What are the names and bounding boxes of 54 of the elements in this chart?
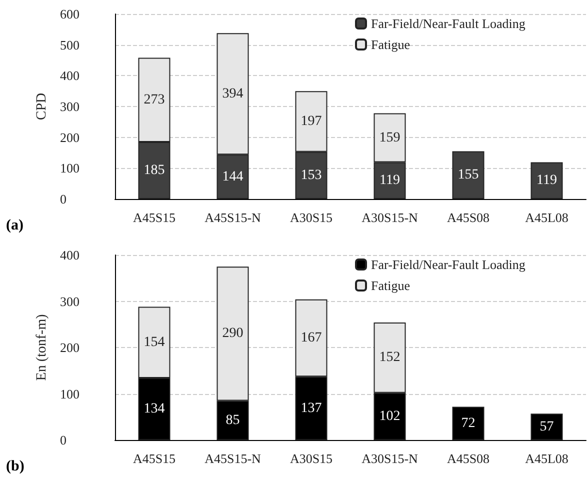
- data-label: 102: [379, 408, 400, 424]
- data-label: 394: [222, 86, 244, 102]
- y-tick-label: 400: [60, 68, 80, 84]
- data-label: 185: [144, 162, 165, 178]
- data-label: 57: [540, 419, 554, 434]
- y-axis-title: En (tonf-m): [34, 314, 50, 381]
- data-label: 119: [380, 173, 400, 188]
- x-tick-label: A45S15-N: [204, 451, 262, 466]
- data-label: 72: [461, 416, 476, 431]
- y-tick-label: 300: [60, 99, 80, 114]
- bar: [452, 151, 484, 199]
- y-tick-label: 400: [60, 248, 80, 262]
- text: (b): [6, 458, 24, 474]
- x-tick-label: A30S15: [290, 210, 333, 225]
- x-tick-label: A30S15-N: [362, 451, 419, 466]
- x-tick-label: A45L08: [525, 210, 568, 225]
- bar: [530, 162, 563, 199]
- data-label: 152: [379, 350, 400, 366]
- data-label: 85: [226, 412, 240, 428]
- legend-label: Fatigue: [371, 37, 410, 52]
- y-tick-label: 300: [60, 294, 80, 309]
- y-tick-label: 0: [60, 432, 66, 448]
- x-tick-label: A45L08: [525, 451, 568, 466]
- y-tick-label: 100: [60, 386, 80, 402]
- legend-label: Far-Field/Near-Fault Loading: [371, 16, 526, 31]
- data-label: 273: [144, 92, 165, 108]
- data-label: 159: [379, 130, 400, 146]
- x-tick-label: A45S15-N: [204, 210, 262, 225]
- y-tick-label: 200: [60, 130, 80, 145]
- x-tick-label: A45S08: [446, 210, 490, 225]
- data-label: 167: [300, 330, 322, 346]
- x-tick-label: A45S08: [446, 451, 490, 466]
- legend-label: Far-Field/Near-Fault Loading: [371, 257, 526, 272]
- y-tick-label: 200: [60, 340, 80, 355]
- data-label: 154: [144, 334, 165, 350]
- data-label: 137: [300, 400, 322, 416]
- y-tick-label: 0: [60, 192, 66, 206]
- data-label: 119: [536, 173, 557, 188]
- x-tick-label: A30S15: [290, 451, 333, 466]
- y-tick-label: 500: [60, 37, 80, 52]
- y-axis-title: CPD: [34, 92, 50, 120]
- data-label: 197: [300, 114, 322, 129]
- data-label: 153: [300, 168, 322, 183]
- y-tick-label: 100: [60, 160, 80, 176]
- x-tick-label: A45S15: [132, 210, 176, 225]
- data-label: 134: [144, 402, 165, 417]
- data-label: 155: [458, 168, 479, 183]
- data-label: 144: [222, 169, 244, 184]
- legend-label: Fatigue: [371, 278, 410, 293]
- data-label: 290: [222, 326, 244, 342]
- y-tick-label: 600: [60, 6, 80, 22]
- text: (a): [6, 218, 24, 234]
- x-tick-label: A45S15: [132, 451, 176, 466]
- x-tick-label: A30S15-N: [362, 210, 419, 225]
